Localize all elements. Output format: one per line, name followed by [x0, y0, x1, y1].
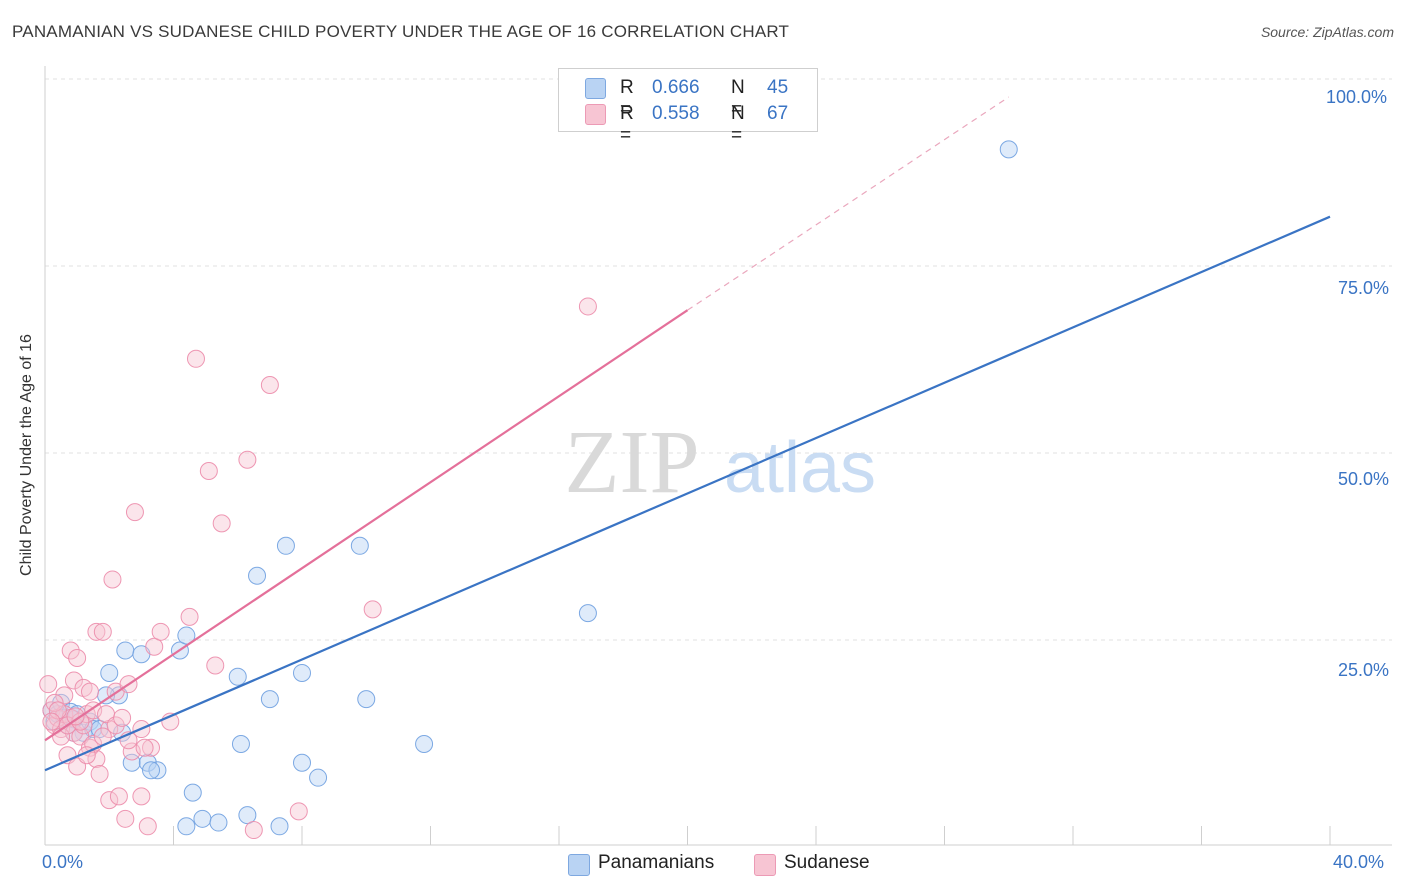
data-point — [415, 735, 434, 754]
data-point — [87, 622, 106, 641]
legend-n-value: 45 — [767, 77, 789, 98]
y-tick-label: 50.0% — [1338, 469, 1390, 489]
data-point — [66, 707, 85, 726]
grid-lines — [45, 78, 1392, 641]
legend-swatch-pink — [585, 104, 606, 125]
data-point — [116, 641, 135, 660]
data-point — [209, 813, 228, 832]
y-tick-label: 75.0% — [1338, 278, 1390, 298]
data-point — [39, 675, 58, 694]
legend-n-label: N = — [731, 103, 745, 146]
data-point — [100, 663, 119, 682]
data-point — [293, 663, 311, 682]
data-point — [578, 604, 597, 623]
data-point — [116, 809, 135, 828]
legend-n-label: N = — [731, 77, 745, 120]
data-point — [363, 600, 382, 619]
data-point — [109, 787, 128, 806]
legend-swatch-blue — [568, 854, 590, 876]
data-point — [68, 649, 87, 667]
trend-line-sudanese — [44, 309, 689, 742]
data-point — [106, 716, 125, 735]
data-point — [276, 536, 295, 555]
legend-r-label: R = — [620, 103, 634, 146]
data-point — [293, 753, 311, 772]
y-tick-label: 100.0% — [1326, 87, 1388, 107]
data-point — [48, 701, 67, 720]
data-point — [248, 566, 267, 585]
x-tick-label-min: 0.0% — [42, 852, 84, 872]
data-point — [90, 764, 109, 783]
data-point — [289, 802, 308, 821]
x-tick-label-max: 40.0% — [1333, 852, 1385, 872]
data-point — [100, 791, 119, 810]
data-point — [177, 626, 196, 645]
data-point — [212, 514, 231, 533]
data-point — [578, 297, 597, 316]
data-point — [148, 761, 167, 780]
data-point — [142, 738, 161, 757]
data-point — [231, 735, 250, 754]
data-point — [103, 570, 122, 589]
data-point — [138, 817, 157, 836]
data-point — [350, 536, 369, 555]
trend-lines — [44, 96, 1331, 772]
data-point — [999, 140, 1018, 159]
data-point — [180, 607, 199, 626]
data-point — [145, 637, 164, 656]
legend-swatch-blue — [585, 78, 606, 99]
data-point — [183, 783, 202, 802]
watermark: ZIP atlas — [565, 413, 877, 512]
legend-swatch-pink — [754, 854, 776, 876]
data-point — [238, 806, 257, 825]
data-point — [177, 817, 196, 836]
data-point — [64, 671, 83, 690]
data-point — [199, 462, 218, 480]
legend-r-value: 0.666 — [652, 77, 700, 98]
data-point — [113, 708, 132, 727]
data-point — [93, 622, 112, 641]
data-point — [132, 787, 151, 806]
chart-title: PANAMANIAN VS SUDANESE CHILD POVERTY UND… — [12, 22, 790, 41]
data-point — [244, 821, 263, 840]
data-point — [142, 761, 161, 780]
data-point — [260, 690, 279, 709]
data-point — [186, 349, 205, 368]
series-sudanese — [39, 297, 597, 840]
data-point — [309, 768, 328, 787]
data-point — [135, 738, 154, 757]
data-point — [61, 641, 80, 660]
data-point — [151, 622, 170, 641]
data-point — [87, 749, 106, 768]
correlation-legend: R = 0.666 N = 45 R = 0.558 N = 67 — [558, 68, 818, 146]
data-point — [357, 690, 376, 709]
trend-line-sudanese-extension — [687, 96, 1010, 311]
legend-r-value: 0.558 — [652, 103, 700, 124]
data-point — [193, 809, 212, 828]
source-label: Source: ZipAtlas.com — [1260, 24, 1394, 40]
data-point — [42, 712, 61, 731]
data-point — [80, 682, 99, 701]
data-point — [228, 667, 247, 686]
watermark-zip: ZIP — [565, 413, 700, 512]
data-point — [55, 686, 74, 705]
data-point — [270, 817, 289, 836]
y-tick-label: 25.0% — [1338, 660, 1390, 680]
data-point — [260, 375, 279, 394]
data-point — [238, 450, 257, 469]
legend-label: Sudanese — [784, 852, 870, 873]
legend-r-label: R = — [620, 77, 634, 120]
legend-label: Panamanians — [598, 852, 715, 873]
legend-n-value: 67 — [767, 103, 789, 124]
data-point — [125, 503, 144, 522]
trend-line-panamanians — [44, 215, 1331, 772]
data-point — [206, 656, 225, 675]
